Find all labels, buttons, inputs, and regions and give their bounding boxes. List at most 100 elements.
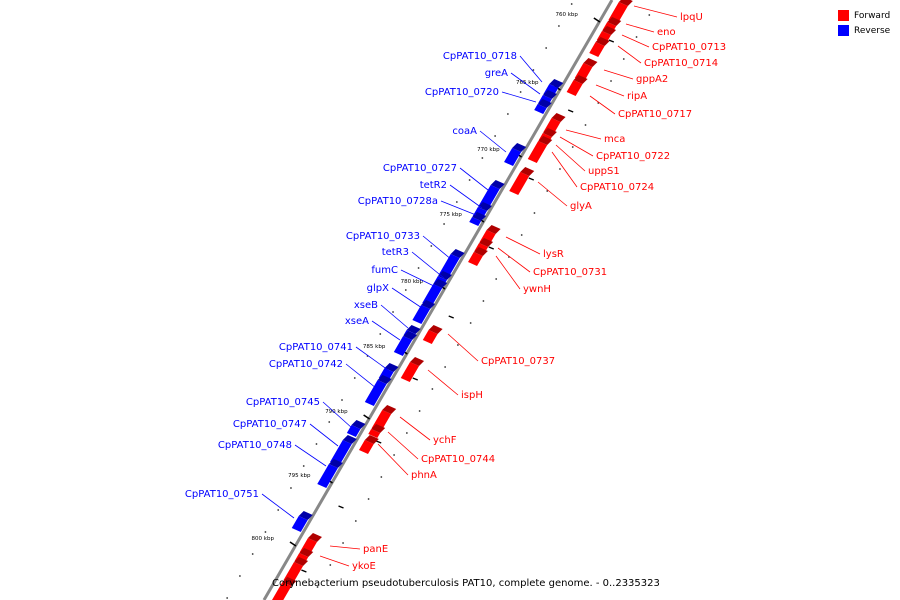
gene-label[interactable]: CpPAT10_0728a — [358, 196, 477, 216]
guide-dot — [342, 542, 344, 544]
forward-gene[interactable] — [509, 167, 535, 195]
forward-gene[interactable] — [589, 37, 610, 57]
gene-label[interactable]: CpPAT10_0717 — [589, 95, 692, 120]
gene-label[interactable]: CpPAT10_0722 — [559, 136, 670, 162]
minor-tick — [301, 569, 307, 573]
gene-label[interactable]: CpPAT10_0748 — [218, 440, 327, 467]
guide-dot — [316, 586, 319, 588]
gene-label[interactable]: mca — [565, 129, 625, 145]
gene-label[interactable]: xseA — [345, 316, 401, 341]
gene-label[interactable]: phnA — [377, 443, 437, 481]
svg-text:CpPAT10_0733: CpPAT10_0733 — [346, 231, 420, 242]
gene-label[interactable]: greA — [485, 68, 541, 95]
forward-gene[interactable] — [359, 435, 379, 454]
gene-features — [272, 0, 633, 600]
reverse-gene[interactable] — [291, 511, 313, 532]
guide-dot — [379, 333, 382, 335]
gene-label[interactable]: panE — [329, 544, 388, 555]
gene-label[interactable]: CpPAT10_0742 — [269, 359, 377, 389]
gene-label[interactable]: CpPAT10_0731 — [497, 247, 607, 278]
svg-text:CpPAT10_0737: CpPAT10_0737 — [481, 356, 555, 367]
gene-label[interactable]: glpX — [367, 283, 423, 309]
reverse-gene[interactable] — [330, 435, 357, 466]
gene-label[interactable]: glyA — [537, 181, 592, 212]
svg-text:mca: mca — [604, 134, 625, 145]
gene-label[interactable]: CpPAT10_0745 — [246, 397, 353, 429]
svg-text:uppS1: uppS1 — [588, 166, 620, 177]
svg-text:CpPAT10_0722: CpPAT10_0722 — [596, 151, 670, 162]
gene-label[interactable]: ykoE — [319, 555, 376, 572]
gene-label[interactable]: ripA — [595, 84, 647, 102]
legend-reverse: Reverse — [838, 23, 900, 38]
strand-legend: Forward Reverse — [838, 8, 900, 38]
gene-label[interactable]: CpPAT10_0727 — [383, 163, 489, 191]
gene-label[interactable]: tetR2 — [420, 180, 483, 209]
minor-tick — [338, 505, 344, 509]
gene-label[interactable]: lpqU — [633, 5, 703, 23]
guide-dot — [545, 47, 548, 49]
guide-dot — [405, 432, 408, 434]
reverse-gene[interactable] — [469, 212, 487, 226]
gene-label[interactable]: CpPAT10_0751 — [185, 489, 295, 519]
gene-label[interactable]: gppA2 — [603, 69, 668, 85]
forward-gene[interactable] — [422, 325, 443, 344]
svg-text:ywnH: ywnH — [523, 284, 551, 295]
gene-label[interactable]: CpPAT10_0747 — [233, 419, 339, 447]
forward-gene[interactable] — [400, 357, 425, 382]
gene-label[interactable]: CpPAT10_0733 — [346, 231, 453, 261]
gene-label[interactable]: CpPAT10_0713 — [621, 34, 726, 53]
scale-tick — [289, 541, 297, 547]
guide-dot — [571, 146, 574, 148]
gene-label[interactable]: ywnH — [495, 255, 551, 295]
guide-dot — [226, 597, 229, 599]
guide-dot — [239, 575, 241, 577]
guide-dot — [570, 3, 573, 5]
gene-label[interactable]: fumC — [371, 265, 439, 289]
guide-dot — [290, 487, 292, 489]
guide-dot — [468, 179, 471, 181]
gene-label[interactable]: CpPAT10_0714 — [617, 45, 718, 69]
forward-gene[interactable] — [566, 75, 588, 96]
guide-dot — [302, 465, 305, 467]
gene-label[interactable]: CpPAT10_0737 — [447, 333, 555, 367]
reverse-gene[interactable] — [364, 375, 392, 406]
guide-dot — [622, 58, 625, 60]
gene-label[interactable]: ychF — [399, 416, 457, 446]
reverse-gene[interactable] — [346, 420, 366, 437]
gene-label[interactable]: ispH — [427, 369, 483, 401]
svg-text:CpPAT10_0727: CpPAT10_0727 — [383, 163, 457, 174]
minor-tick — [608, 39, 615, 43]
reverse-gene[interactable] — [393, 331, 418, 356]
gene-label[interactable]: xseB — [354, 300, 409, 329]
guide-dot — [610, 80, 612, 82]
gene-label[interactable]: CpPAT10_0720 — [425, 87, 537, 103]
scale-label: 795 kbp — [288, 473, 311, 479]
reverse-gene[interactable] — [534, 99, 552, 114]
gene-label[interactable]: tetR3 — [382, 247, 445, 279]
scale-tick — [593, 17, 601, 23]
scale-label: 780 kbp — [401, 279, 424, 285]
forward-gene[interactable] — [272, 577, 297, 600]
gene-label[interactable]: uppS1 — [555, 144, 620, 177]
reverse-gene[interactable] — [317, 459, 343, 488]
svg-text:CpPAT10_0728a: CpPAT10_0728a — [358, 196, 438, 207]
forward-gene[interactable] — [468, 247, 488, 266]
guide-dot — [404, 289, 407, 291]
reverse-gene[interactable] — [412, 300, 436, 324]
gene-label[interactable]: CpPAT10_0741 — [279, 342, 389, 371]
forward-gene[interactable] — [527, 136, 553, 163]
svg-text:CpPAT10_0724: CpPAT10_0724 — [580, 182, 654, 193]
legend-forward: Forward — [838, 8, 900, 23]
gene-label[interactable]: CpPAT10_0718 — [443, 51, 543, 83]
reverse-gene[interactable] — [504, 143, 527, 166]
scale-tick — [363, 414, 371, 420]
gene-label[interactable]: CpPAT10_0744 — [387, 431, 495, 465]
gene-label[interactable]: coaA — [452, 126, 507, 153]
forward-gene[interactable] — [368, 424, 386, 438]
gene-label[interactable]: CpPAT10_0724 — [551, 151, 654, 193]
gene-label[interactable]: eno — [625, 23, 676, 38]
minor-tick — [375, 440, 382, 444]
gene-label[interactable]: lysR — [505, 236, 564, 260]
guide-dot — [444, 366, 447, 368]
svg-text:fumC: fumC — [371, 265, 398, 276]
